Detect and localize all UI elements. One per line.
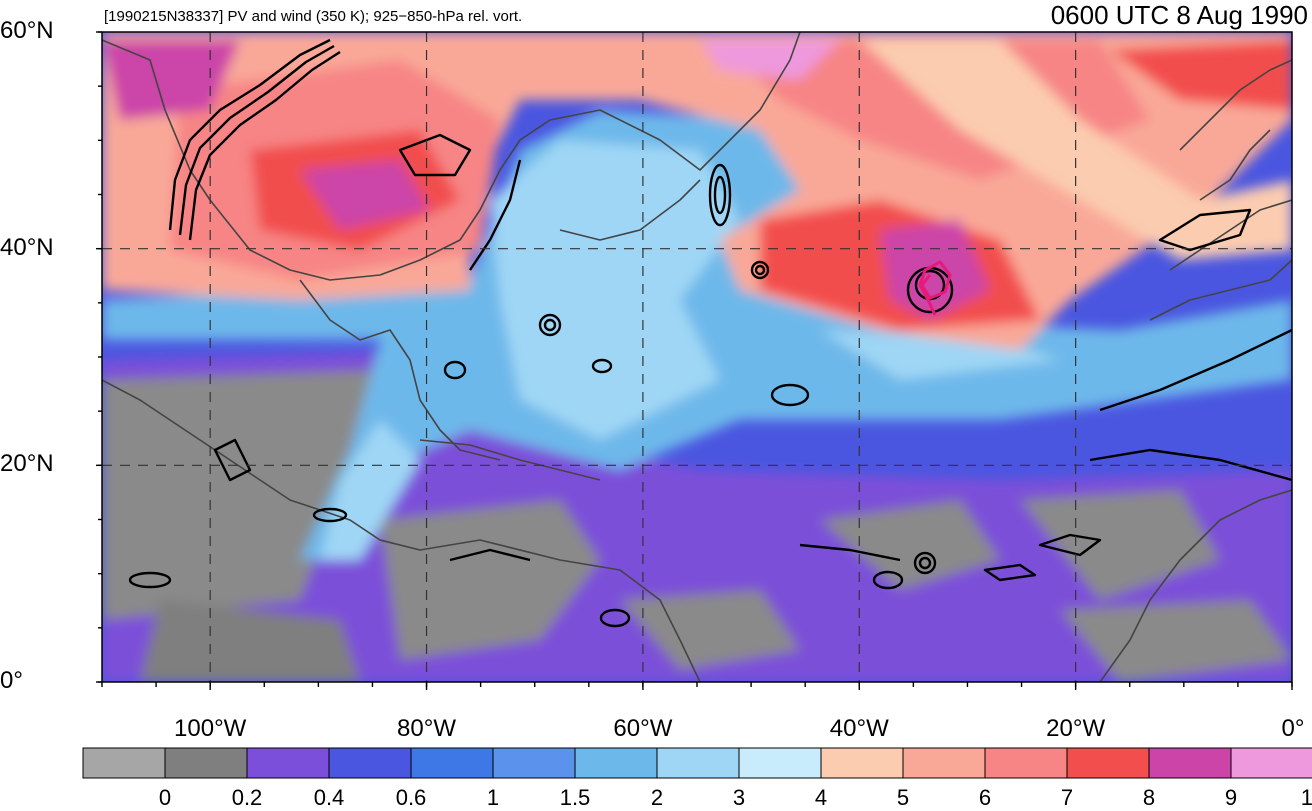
lon-label: 0° bbox=[1281, 715, 1305, 742]
colorbar-swatch bbox=[1148, 747, 1232, 779]
colorbar-swatch bbox=[328, 747, 412, 779]
pv-field bbox=[102, 32, 1292, 682]
lon-label: 80°W bbox=[397, 715, 457, 742]
colorbar-swatch bbox=[820, 747, 904, 779]
graticule bbox=[102, 32, 1292, 682]
axis-ticks bbox=[96, 31, 1293, 690]
lon-label: 60°W bbox=[613, 715, 673, 742]
colorbar-swatch bbox=[984, 747, 1068, 779]
colorbar-label: 1.5 bbox=[559, 785, 591, 810]
colorbar-label: 0.4 bbox=[313, 785, 345, 810]
map-title-left: [1990215N38337] PV and wind (350 K); 925… bbox=[104, 8, 523, 25]
lat-label: 40°N bbox=[0, 233, 54, 261]
colorbar bbox=[82, 747, 1312, 779]
colorbar-swatch bbox=[1230, 747, 1312, 779]
colorbar-swatch bbox=[902, 747, 986, 779]
lat-label: 0° bbox=[0, 667, 23, 694]
map-title-right: 0600 UTC 8 Aug 1990 bbox=[1050, 0, 1308, 30]
lon-label: 40°W bbox=[829, 715, 889, 742]
colorbar-swatch bbox=[492, 747, 576, 779]
colorbar-label: 1 bbox=[486, 785, 500, 810]
lon-label: 20°W bbox=[1046, 715, 1106, 742]
colorbar-swatch bbox=[1066, 747, 1150, 779]
lat-label: 20°N bbox=[0, 450, 54, 478]
coastlines bbox=[102, 32, 1292, 682]
colorbar-label: 8 bbox=[1142, 785, 1156, 810]
colorbar-label: 7 bbox=[1060, 785, 1074, 810]
vorticity-contours bbox=[128, 38, 1292, 628]
colorbar-swatch bbox=[164, 747, 248, 779]
colorbar-swatch bbox=[82, 747, 166, 779]
colorbar-label: 0 bbox=[158, 785, 172, 810]
colorbar-swatch bbox=[656, 747, 740, 779]
colorbar-label: 3 bbox=[732, 785, 746, 810]
colorbar-label: 4 bbox=[814, 785, 828, 810]
colorbar-label: 5 bbox=[896, 785, 910, 810]
colorbar-swatch bbox=[410, 747, 494, 779]
colorbar-swatch bbox=[574, 747, 658, 779]
storm-track bbox=[918, 260, 952, 316]
colorbar-label: 10 bbox=[1300, 785, 1312, 810]
colorbar-label: 9 bbox=[1224, 785, 1238, 810]
colorbar-label: 6 bbox=[978, 785, 992, 810]
lat-label: 60°N bbox=[0, 17, 54, 44]
colorbar-label: 2 bbox=[650, 785, 664, 810]
colorbar-swatch bbox=[738, 747, 822, 779]
colorbar-swatch bbox=[246, 747, 330, 779]
colorbar-label: 0.2 bbox=[231, 785, 263, 810]
colorbar-label: 0.6 bbox=[395, 785, 427, 810]
lon-label: 100°W bbox=[174, 715, 247, 742]
